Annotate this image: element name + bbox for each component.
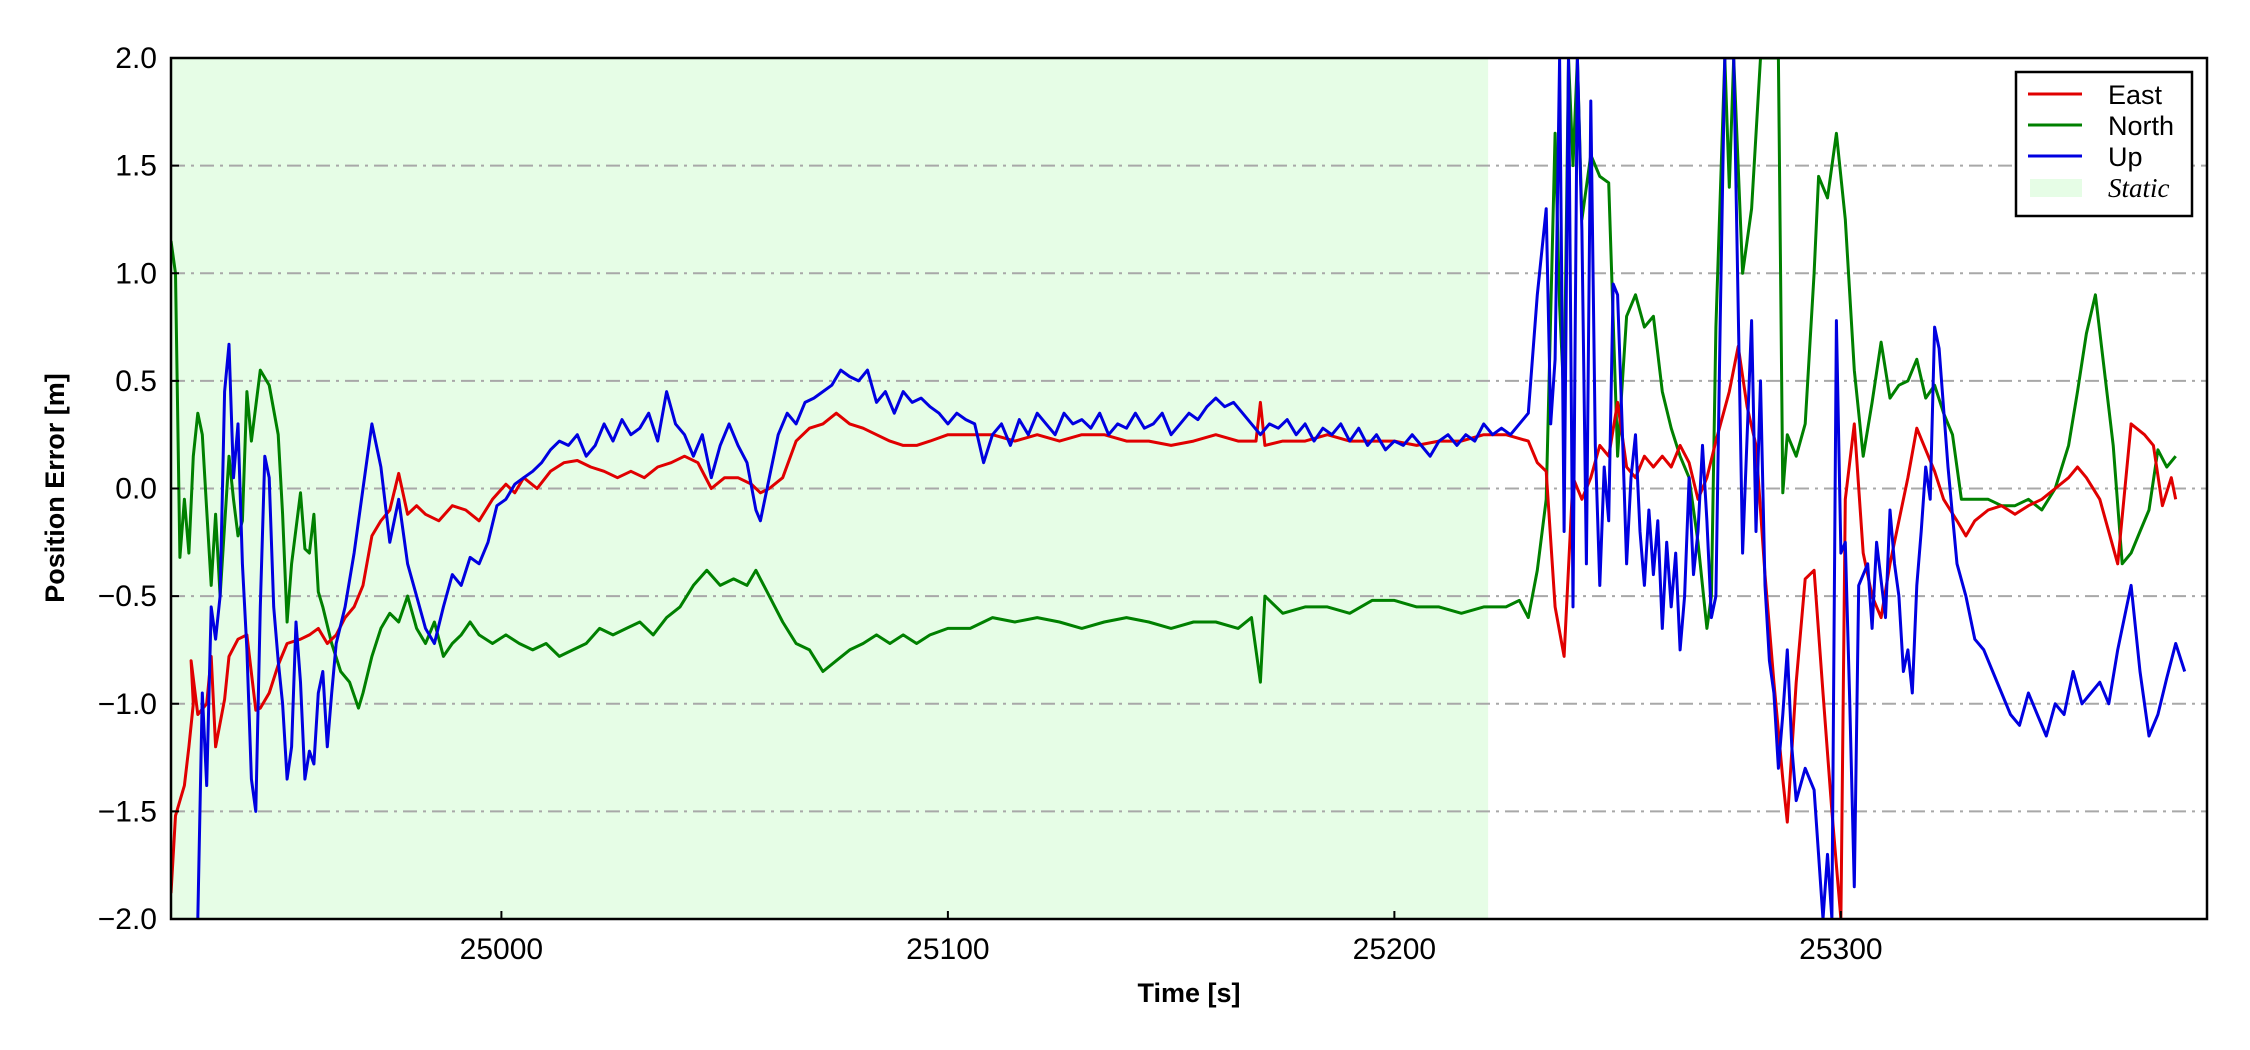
x-tick-label: 25100 <box>906 933 989 966</box>
series-line-up <box>196 58 2187 919</box>
y-tick-label: −1.0 <box>98 688 157 721</box>
legend-label-static: Static <box>2108 173 2170 203</box>
x-tick-label: 25200 <box>1353 933 1436 966</box>
y-tick-label: −2.0 <box>98 903 157 936</box>
y-tick-label: 1.5 <box>115 150 157 183</box>
series-line-north <box>171 58 2177 710</box>
x-tick-label: 25300 <box>1799 933 1882 966</box>
y-tick-label: −0.5 <box>98 580 157 613</box>
y-tick-label: 1.0 <box>115 257 157 290</box>
x-tick-label: 25000 <box>460 933 543 966</box>
series-line-east <box>171 344 2178 919</box>
legend: East North Up Static <box>2014 70 2194 218</box>
series-layer <box>171 58 2187 919</box>
y-tick-label: −1.5 <box>98 795 157 828</box>
x-axis-title: Time [s] <box>1137 978 1240 1008</box>
legend-swatch-static <box>2030 179 2082 197</box>
y-tick-label: 0.0 <box>115 473 157 506</box>
legend-label-north: North <box>2108 111 2174 141</box>
x-axis: 25000 25100 25200 25300 <box>460 911 1883 966</box>
y-tick-label: 2.0 <box>115 42 157 75</box>
legend-label-east: East <box>2108 80 2163 110</box>
legend-label-up: Up <box>2108 142 2143 172</box>
y-axis: −2.0 −1.5 −1.0 −0.5 0.0 0.5 1.0 1.5 2.0 <box>98 42 179 936</box>
y-tick-label: 0.5 <box>115 365 157 398</box>
y-axis-title: Position Error [m] <box>40 373 70 603</box>
